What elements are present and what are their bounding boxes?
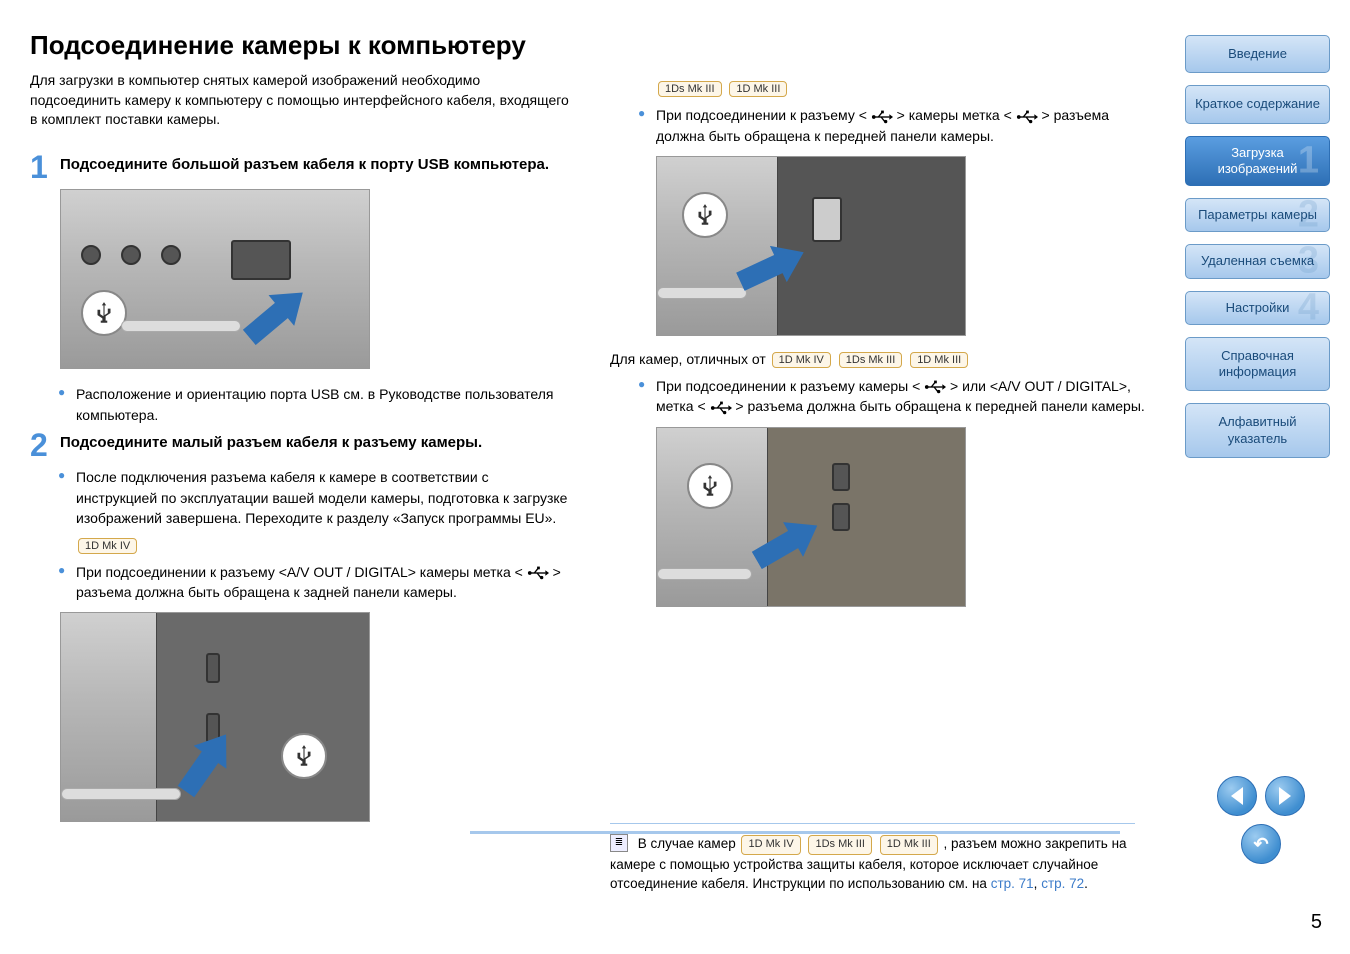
step-1: 1 Подсоедините большой разъем кабеля к п…: [30, 155, 570, 175]
step-2: 2 Подсоедините малый разъем кабеля к раз…: [30, 433, 570, 453]
figure-camera-av: [60, 612, 370, 822]
next-page-button[interactable]: [1265, 776, 1305, 816]
camera-badge: 1D Mk III: [880, 835, 938, 855]
usb-icon: [697, 473, 723, 499]
figure-usb-computer: [60, 189, 370, 369]
usb-icon: [1016, 110, 1038, 124]
nav-index[interactable]: Алфавитный указатель: [1185, 403, 1330, 458]
step2-bullet2: При подсоединении к разъему <A/V OUT / D…: [58, 562, 570, 603]
camera-badge: 1D Mk IV: [78, 538, 137, 554]
other-cameras-line: Для камер, отличных от 1D Mk IV 1Ds Mk I…: [610, 351, 1150, 368]
badge-row-top: 1Ds Mk III 1D Mk III: [656, 80, 1150, 97]
nav-camera-params[interactable]: 2Параметры камеры: [1185, 198, 1330, 232]
usb-icon: [291, 743, 317, 769]
triangle-right-icon: [1279, 787, 1291, 805]
camera-badge: 1Ds Mk III: [839, 352, 903, 368]
nav-contents[interactable]: Краткое содержание: [1185, 85, 1330, 123]
camera-badge: 1D Mk III: [910, 352, 968, 368]
figure-camera-usb-1: [656, 156, 966, 336]
link-page-72[interactable]: стр. 72: [1041, 876, 1084, 891]
triangle-left-icon: [1231, 787, 1243, 805]
nav-reference[interactable]: Справочная информация: [1185, 337, 1330, 392]
nav-remote[interactable]: 3Удаленная съемка: [1185, 244, 1330, 278]
step2-bullet1: После подключения разъема кабеля к камер…: [58, 467, 570, 528]
col2-bullet2: При подсоединении к разъему камеры < > и…: [638, 376, 1150, 417]
footer-note: ≣ В случае камер 1D Mk IV 1Ds Mk III 1D …: [610, 823, 1135, 894]
step-1-title: Подсоедините большой разъем кабеля к пор…: [60, 155, 570, 175]
step1-bullet: Расположение и ориентацию порта USB см. …: [58, 384, 570, 425]
nav-intro[interactable]: Введение: [1185, 35, 1330, 73]
nav-settings[interactable]: 4Настройки: [1185, 291, 1330, 325]
usb-icon: [91, 300, 117, 326]
camera-badge: 1Ds Mk III: [658, 81, 722, 97]
usb-icon: [527, 566, 549, 580]
col2-bullet1: При подсоединении к разъему < > камеры м…: [638, 105, 1150, 146]
page-number: 5: [1311, 911, 1322, 934]
back-button[interactable]: ↶: [1241, 824, 1281, 864]
step-2-number: 2: [30, 427, 48, 464]
usb-icon: [692, 202, 718, 228]
return-icon: ↶: [1253, 834, 1268, 855]
right-column: 1Ds Mk III 1D Mk III При подсоединении к…: [610, 30, 1150, 837]
camera-badge: 1D Mk IV: [772, 352, 831, 368]
step-1-number: 1: [30, 149, 48, 186]
intro-text: Для загрузки в компьютер снятых камерой …: [30, 71, 570, 130]
figure-camera-usb-2: [656, 427, 966, 607]
sidebar-nav: Введение Краткое содержание 1Загрузка из…: [1185, 30, 1330, 837]
camera-badge: 1D Mk III: [729, 81, 787, 97]
pager: ↶: [1217, 776, 1305, 864]
step-2-title: Подсоедините малый разъем кабеля к разъе…: [60, 433, 570, 453]
prev-page-button[interactable]: [1217, 776, 1257, 816]
camera-badge: 1Ds Mk III: [808, 835, 872, 855]
camera-badge: 1D Mk IV: [741, 835, 800, 855]
usb-icon: [924, 380, 946, 394]
left-column: Подсоединение камеры к компьютеру Для за…: [30, 30, 570, 837]
page-title: Подсоединение камеры к компьютеру: [30, 30, 570, 61]
usb-icon: [871, 110, 893, 124]
note-icon: ≣: [610, 834, 628, 852]
nav-download[interactable]: 1Загрузка изображений: [1185, 136, 1330, 187]
usb-icon: [710, 401, 732, 415]
link-page-71[interactable]: стр. 71: [991, 876, 1034, 891]
